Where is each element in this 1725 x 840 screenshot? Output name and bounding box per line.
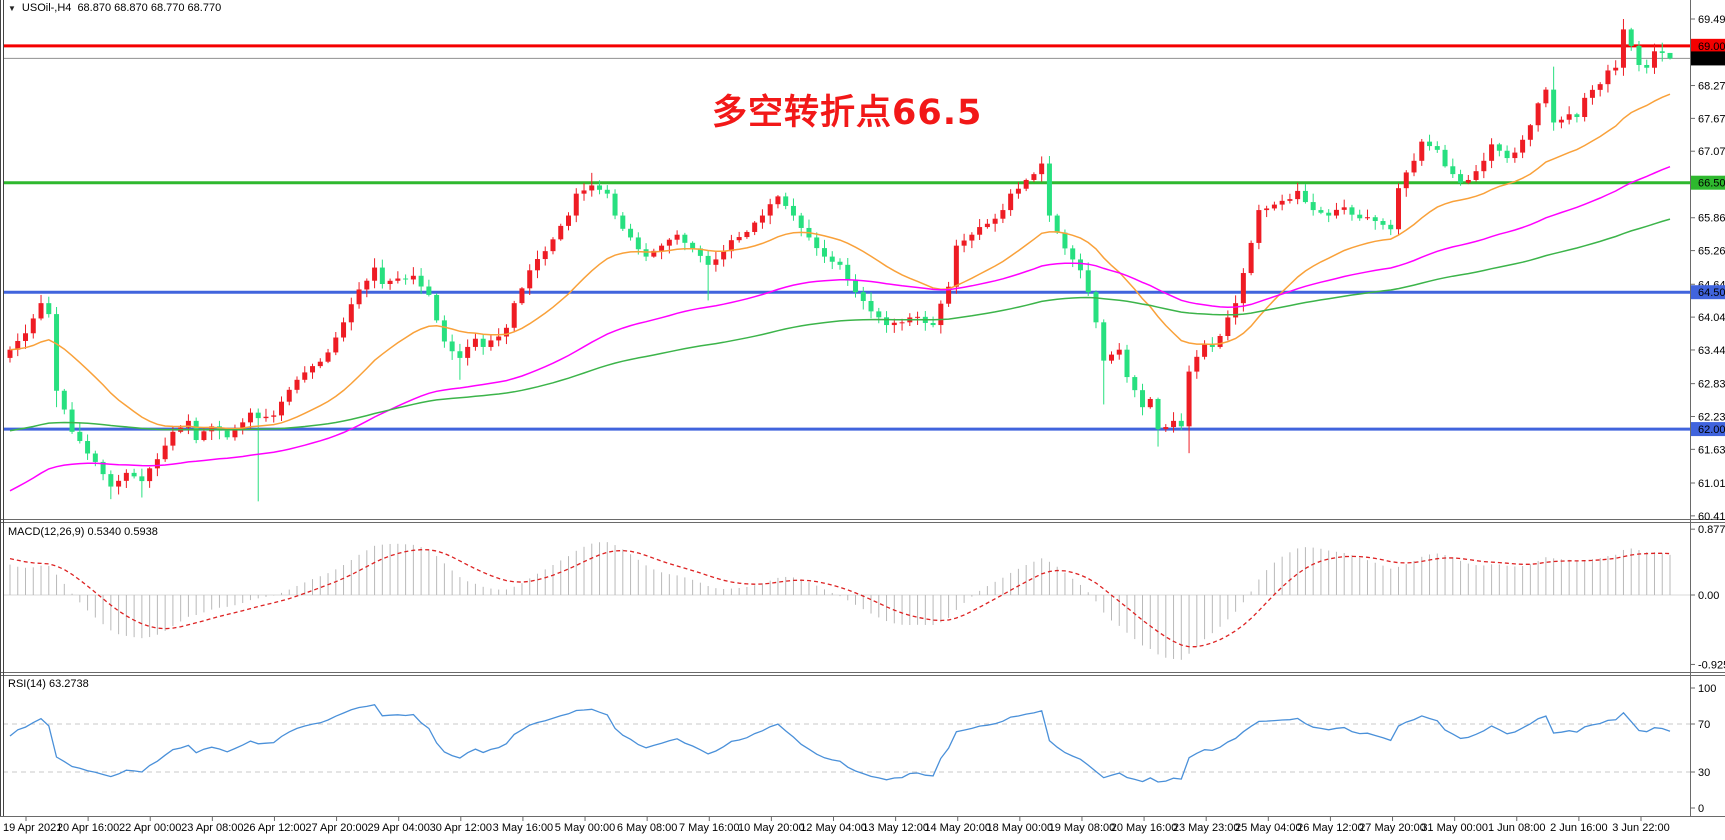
- symbol-timeframe-label: USOil-,H4: [21, 2, 72, 14]
- time-tick-label: 26 Apr 12:00: [243, 822, 305, 834]
- time-tick-label: 19 Apr 2021: [3, 822, 62, 834]
- price-tick-label: 61.630: [1698, 444, 1725, 456]
- macd-tick-label: 0.8779: [1698, 524, 1725, 536]
- time-tick-label: 25 May 04:00: [1235, 822, 1302, 834]
- time-tick-label: 3 Jun 22:00: [1612, 822, 1670, 834]
- price-tick-label: 67.075: [1698, 146, 1725, 158]
- ohlc-quote-label: 68.870 68.870 68.770 68.770: [77, 2, 222, 14]
- price-tick-label: 68.275: [1698, 81, 1725, 93]
- time-tick-label: 20 Apr 16:00: [57, 822, 119, 834]
- time-tick-label: 10 May 20:00: [738, 822, 805, 834]
- price-tick-label: 69.490: [1698, 14, 1725, 26]
- time-tick-label: 13 May 12:00: [862, 822, 929, 834]
- price-tick-label: 64.045: [1698, 312, 1725, 324]
- macd-panel-layer: [3, 542, 1690, 660]
- rsi-panel-layer: [3, 703, 1690, 783]
- price-badge-label: 69.000: [1698, 41, 1725, 53]
- symbol-info-bar: ▼ USOil-,H4 68.870 68.870 68.770 68.770: [8, 2, 221, 14]
- time-tick-label: 6 May 08:00: [617, 822, 678, 834]
- price-badge-label: 68.770: [1698, 53, 1725, 65]
- price-tick-label: 62.230: [1698, 411, 1725, 423]
- rsi-tick-label: 0: [1698, 803, 1704, 815]
- price-badge-label: 62.000: [1698, 424, 1725, 436]
- time-tick-label: 29 Apr 04:00: [367, 822, 429, 834]
- time-tick-label: 23 Apr 08:00: [181, 822, 243, 834]
- macd-tick-label: -0.9259: [1698, 659, 1725, 671]
- price-tick-label: 63.445: [1698, 345, 1725, 357]
- time-tick-label: 27 May 20:00: [1359, 822, 1426, 834]
- price-tick-label: 62.830: [1698, 379, 1725, 391]
- time-tick-label: 14 May 20:00: [924, 822, 991, 834]
- time-tick-label: 12 May 04:00: [800, 822, 867, 834]
- time-tick-label: 3 May 16:00: [493, 822, 554, 834]
- collapse-chart-icon[interactable]: ▼: [8, 3, 16, 13]
- price-tick-label: 61.015: [1698, 478, 1725, 490]
- time-tick-label: 22 Apr 00:00: [119, 822, 181, 834]
- ma-fast-line: [9, 93, 1671, 430]
- panel-borders: [0, 0, 1725, 817]
- rsi-tick-label: 100: [1698, 683, 1716, 695]
- price-tick-label: 67.675: [1698, 113, 1725, 125]
- ma-slow-line: [9, 218, 1671, 432]
- ma-mid-line: [9, 165, 1671, 492]
- time-tick-label: 18 May 00:00: [987, 822, 1054, 834]
- chart-annotation-text: 多空转折点66.5: [712, 93, 983, 133]
- time-tick-label: 1 Jun 08:00: [1488, 822, 1546, 834]
- time-tick-label: 27 Apr 20:00: [305, 822, 367, 834]
- rsi-line: [9, 703, 1671, 783]
- price-tick-label: 60.415: [1698, 511, 1725, 523]
- time-tick-label: 26 May 12:00: [1297, 822, 1364, 834]
- horizontal-level-lines: [3, 44, 1690, 431]
- time-tick-label: 2 Jun 16:00: [1550, 822, 1608, 834]
- time-tick-label: 20 May 16:00: [1111, 822, 1178, 834]
- rsi-tick-label: 30: [1698, 767, 1710, 779]
- macd-signal-line: [9, 549, 1671, 648]
- macd-tick-label: 0.00: [1698, 590, 1719, 602]
- price-tick-label: 65.260: [1698, 246, 1725, 258]
- macd-indicator-label: MACD(12,26,9) 0.5340 0.5938: [8, 526, 158, 538]
- rsi-tick-label: 70: [1698, 719, 1710, 731]
- price-badge-label: 66.500: [1698, 178, 1725, 190]
- time-tick-label: 30 Apr 12:00: [430, 822, 492, 834]
- time-tick-label: 23 May 23:00: [1173, 822, 1240, 834]
- price-axis: 69.49068.27567.67567.07565.86065.26064.6…: [1690, 14, 1725, 815]
- price-badge-label: 64.500: [1698, 287, 1725, 299]
- time-tick-label: 31 May 00:00: [1421, 822, 1488, 834]
- price-tick-label: 65.860: [1698, 213, 1725, 225]
- rsi-indicator-label: RSI(14) 63.2738: [8, 678, 89, 690]
- time-tick-label: 5 May 00:00: [555, 822, 616, 834]
- time-tick-label: 19 May 08:00: [1049, 822, 1116, 834]
- moving-averages-layer: [9, 93, 1671, 492]
- time-tick-label: 7 May 16:00: [679, 822, 740, 834]
